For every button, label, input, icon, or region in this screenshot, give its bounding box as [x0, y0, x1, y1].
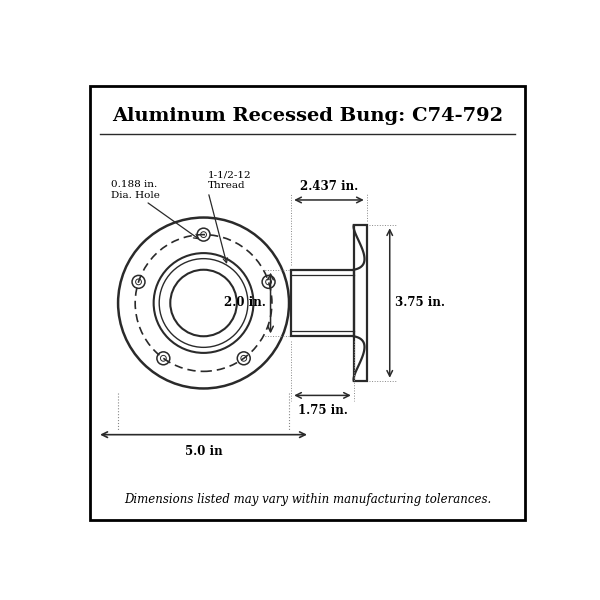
Text: 1.75 in.: 1.75 in.: [298, 404, 347, 417]
Text: 2.437 in.: 2.437 in.: [300, 179, 358, 193]
Bar: [292, 270, 354, 336]
Text: 3.75 in.: 3.75 in.: [395, 296, 445, 310]
Text: 1-1/2-12
Thread: 1-1/2-12 Thread: [208, 171, 252, 190]
Text: Dimensions listed may vary within manufacturing tolerances.: Dimensions listed may vary within manufa…: [124, 493, 491, 506]
Bar: [354, 226, 367, 380]
Text: 0.188 in.
Dia. Hole: 0.188 in. Dia. Hole: [111, 180, 160, 200]
Text: 2.0 in.: 2.0 in.: [224, 296, 266, 310]
Text: 5.0 in: 5.0 in: [185, 445, 223, 458]
Text: Aluminum Recessed Bung: C74-792: Aluminum Recessed Bung: C74-792: [112, 107, 503, 125]
